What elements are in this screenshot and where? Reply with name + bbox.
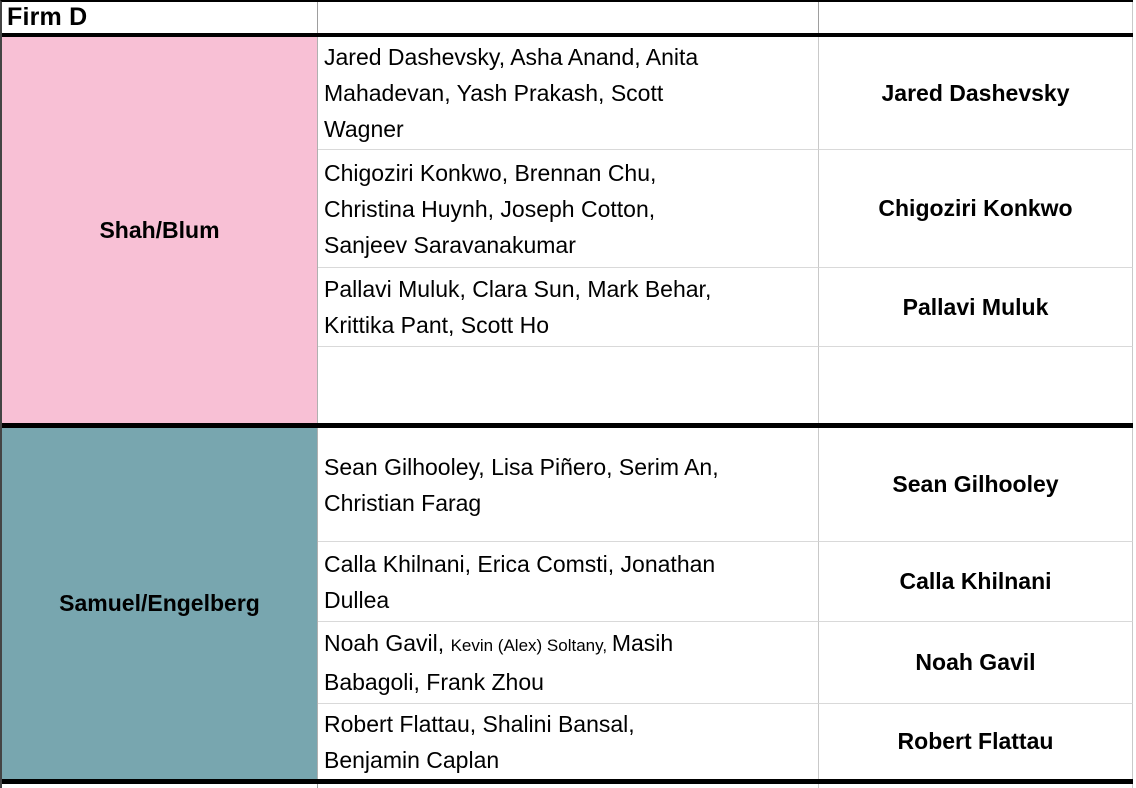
members-text: Calla Khilnani, Erica Comsti, Jonathan D… bbox=[324, 550, 716, 613]
members-text: Pallavi Muluk, Clara Sun, Mark Behar, Kr… bbox=[324, 276, 712, 338]
members-text: Robert Flattau, Shalini Bansal, Benjamin… bbox=[324, 710, 635, 773]
members-cell[interactable]: Jared Dashevsky, Asha Anand, Anita Mahad… bbox=[318, 37, 819, 150]
header-empty-members-cell[interactable] bbox=[318, 2, 819, 33]
members-text-prefix: Noah Gavil, bbox=[324, 630, 451, 656]
lead-name: Chigoziri Konkwo bbox=[878, 195, 1073, 221]
lead-name-cell[interactable]: Noah Gavil bbox=[819, 622, 1133, 704]
header-empty-lead-cell[interactable] bbox=[819, 2, 1133, 33]
members-text: Chigoziri Konkwo, Brennan Chu, Christina… bbox=[324, 159, 657, 258]
lead-name: Pallavi Muluk bbox=[902, 293, 1049, 320]
lead-name: Noah Gavil bbox=[915, 649, 1036, 675]
lead-name-cell[interactable]: Pallavi Muluk bbox=[819, 268, 1133, 347]
partial-cell bbox=[819, 784, 1133, 788]
firm-title-cell[interactable]: Firm D bbox=[2, 2, 318, 33]
members-cell[interactable]: Sean Gilhooley, Lisa Piñero, Serim An, C… bbox=[318, 428, 819, 542]
members-cell[interactable]: Pallavi Muluk, Clara Sun, Mark Behar, Kr… bbox=[318, 268, 819, 347]
members-cell[interactable]: Calla Khilnani, Erica Comsti, Jonathan D… bbox=[318, 542, 819, 622]
lead-name-cell[interactable]: Calla Khilnani bbox=[819, 542, 1133, 622]
partial-cell bbox=[318, 784, 819, 788]
partial-bottom-row bbox=[2, 784, 1133, 788]
lead-name: Calla Khilnani bbox=[899, 568, 1052, 594]
lead-name: Jared Dashevsky bbox=[881, 79, 1070, 106]
lead-name-cell[interactable]: Chigoziri Konkwo bbox=[819, 150, 1133, 268]
lead-name-cell-empty[interactable] bbox=[819, 347, 1133, 423]
members-cell[interactable]: Robert Flattau, Shalini Bansal, Benjamin… bbox=[318, 704, 819, 779]
header-row: Firm D bbox=[2, 2, 1133, 37]
group-label: Samuel/Engelberg bbox=[59, 590, 260, 616]
members-text-suffix: Masih Babagoli, Frank Zhou bbox=[324, 630, 674, 695]
members-text-small: Kevin (Alex) Soltany, bbox=[450, 636, 612, 655]
members-text: Noah Gavil, Kevin (Alex) Soltany, Masih … bbox=[324, 625, 673, 700]
members-text: Sean Gilhooley, Lisa Piñero, Serim An, C… bbox=[324, 453, 719, 516]
group-shah-blum: Shah/Blum Jared Dashevsky, Asha Anand, A… bbox=[2, 37, 1133, 428]
lead-name-cell[interactable]: Sean Gilhooley bbox=[819, 428, 1133, 542]
partial-cell bbox=[2, 784, 318, 788]
members-cell-mixed-font[interactable]: Noah Gavil, Kevin (Alex) Soltany, Masih … bbox=[318, 622, 819, 704]
members-cell-empty[interactable] bbox=[318, 347, 819, 423]
group-label-cell[interactable]: Samuel/Engelberg bbox=[2, 428, 318, 779]
group-samuel-engelberg: Samuel/Engelberg Sean Gilhooley, Lisa Pi… bbox=[2, 428, 1133, 784]
members-text: Jared Dashevsky, Asha Anand, Anita Mahad… bbox=[324, 44, 699, 142]
group-label: Shah/Blum bbox=[99, 216, 220, 243]
members-cell[interactable]: Chigoziri Konkwo, Brennan Chu, Christina… bbox=[318, 150, 819, 268]
lead-name-cell[interactable]: Jared Dashevsky bbox=[819, 37, 1133, 150]
firm-title: Firm D bbox=[7, 3, 88, 31]
lead-name: Robert Flattau bbox=[897, 728, 1054, 754]
lead-name: Sean Gilhooley bbox=[892, 471, 1059, 497]
lead-name-cell[interactable]: Robert Flattau bbox=[819, 704, 1133, 779]
group-label-cell[interactable]: Shah/Blum bbox=[2, 37, 318, 423]
